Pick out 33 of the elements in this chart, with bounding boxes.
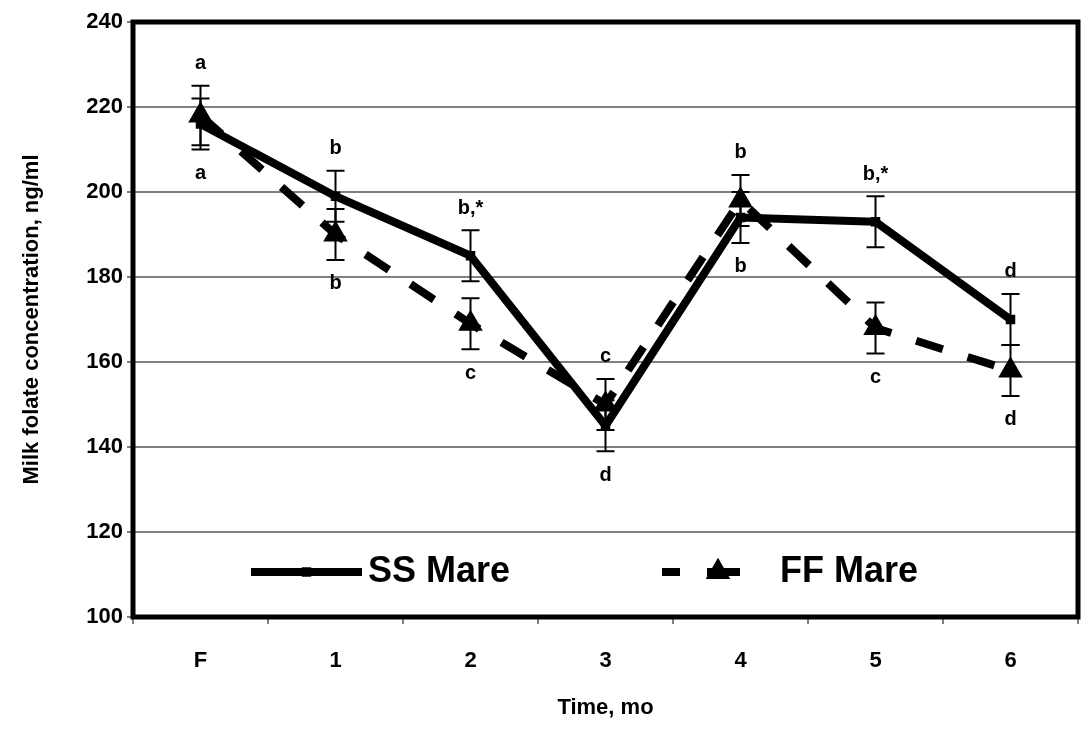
y-axis-title: Milk folate concentration, ng/ml	[18, 154, 43, 485]
y-tick-label: 100	[86, 602, 123, 628]
y-tick-label: 240	[86, 7, 123, 33]
y-tick-label: 120	[86, 517, 123, 543]
x-tick-label: 6	[1004, 647, 1017, 672]
annotation: c	[599, 344, 612, 367]
x-axis-title: Time, mo	[557, 694, 654, 719]
x-tick-label: 5	[869, 647, 882, 672]
annotation: d	[1004, 407, 1017, 430]
y-tick-label: 220	[86, 92, 123, 118]
annotation: a	[194, 160, 207, 183]
annotation: c	[464, 360, 477, 383]
x-tick-label: 1	[329, 647, 342, 672]
annotation: b,*	[457, 195, 484, 218]
y-tick-label: 180	[86, 262, 123, 288]
annotation: b,*	[862, 161, 889, 184]
annotation: b	[329, 271, 342, 294]
y-tick-label: 160	[86, 347, 123, 373]
y-tick-label: 140	[86, 432, 123, 458]
annotation: d	[599, 462, 612, 485]
annotation: b	[734, 140, 747, 163]
annotation: b	[734, 254, 747, 277]
annotation: b	[329, 136, 342, 159]
y-tick-label: 200	[86, 177, 123, 203]
legend-label: SS Mare	[368, 548, 511, 590]
x-tick-label: 2	[464, 647, 477, 672]
annotation: d	[1004, 259, 1017, 282]
annotation: a	[194, 51, 207, 74]
x-tick-label: 3	[599, 647, 612, 672]
x-tick-label: 4	[734, 647, 748, 672]
legend-label: FF Mare	[780, 548, 919, 590]
x-tick-label: F	[193, 647, 208, 672]
annotation: c	[869, 364, 882, 387]
